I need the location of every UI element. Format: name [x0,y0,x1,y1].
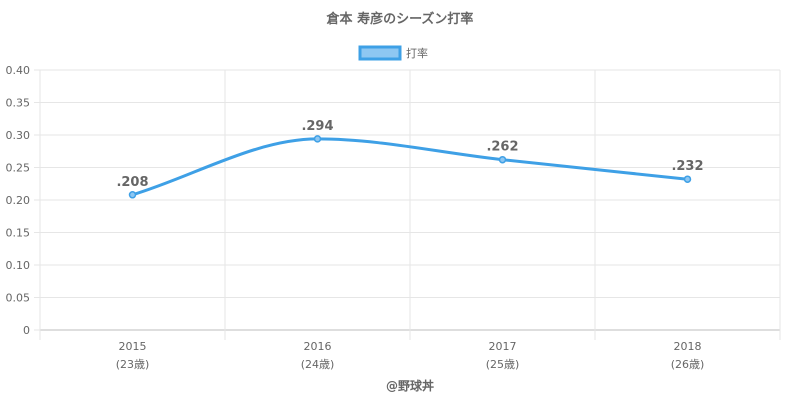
y-axis-ticks: 0 0.05 0.10 0.15 0.20 0.25 0.30 0.35 0.40 [6,64,31,337]
data-point[interactable] [498,155,507,164]
y-tick-label: 0.35 [6,97,31,110]
x-tick-label: 2018 [674,340,702,353]
x-axis-ticks: 2015 (23歳) 2016 (24歳) 2017 (25歳) 2018 (26歳) [116,340,705,371]
y-tick-label: 0.10 [6,259,31,272]
data-labels: .208 .294 .262 .232 [116,119,703,190]
y-tick-label: 0.40 [6,64,31,77]
legend-label: 打率 [406,46,428,60]
data-label: .294 [301,119,333,134]
series-line [132,137,688,197]
x-tick-sublabel: (24歳) [301,358,335,371]
x-tick-label: 2016 [304,340,332,353]
credit-text: @野球丼 [386,378,434,393]
x-tick-label: 2017 [489,340,517,353]
y-tick-label: 0 [23,324,30,337]
y-tick-label: 0.05 [6,292,31,305]
data-point[interactable] [683,175,692,183]
data-point[interactable] [128,191,137,199]
y-tick-label: 0.25 [6,162,31,175]
x-tick-sublabel: (23歳) [116,358,150,371]
y-tick-label: 0.30 [6,129,31,142]
chart-title: 倉本 寿彦のシーズン打率 [326,11,474,27]
data-points [128,135,692,199]
data-point[interactable] [313,135,322,143]
grid [34,69,781,340]
x-tick-sublabel: (25歳) [486,358,520,371]
data-label: .262 [486,140,518,155]
x-tick-sublabel: (26歳) [671,358,705,371]
legend-swatch [358,45,402,61]
legend[interactable]: 打率 [358,45,428,61]
y-tick-label: 0.20 [6,194,31,207]
data-label: .232 [671,159,703,174]
x-tick-label: 2015 [119,340,147,353]
data-label: .208 [116,175,148,190]
y-tick-label: 0.15 [6,227,31,240]
